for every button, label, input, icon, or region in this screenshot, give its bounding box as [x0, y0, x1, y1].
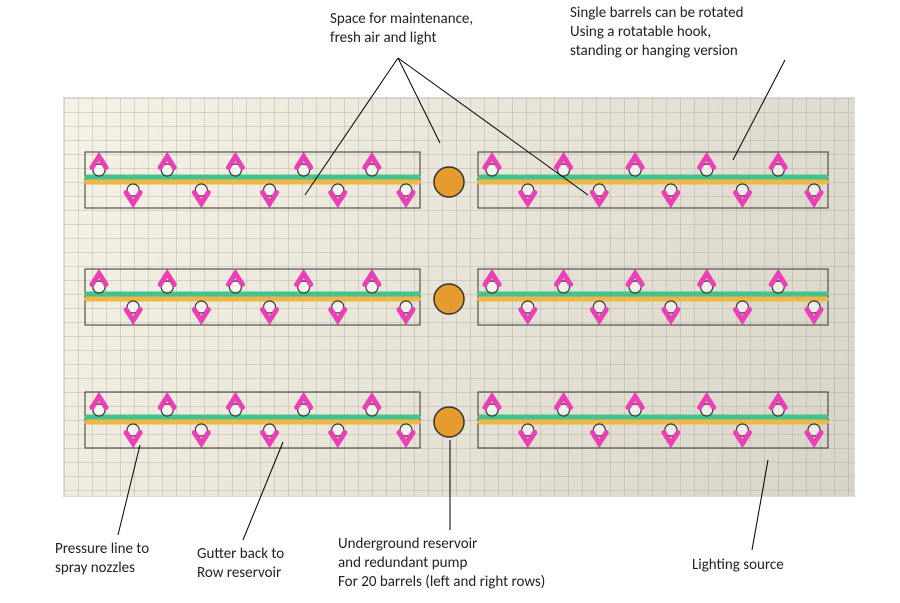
label-pressure-line: Pressure line tospray nozzles	[55, 540, 149, 578]
label-maintenance: Space for maintenance,fresh air and ligh…	[330, 10, 473, 48]
label-lighting: Lighting source	[692, 556, 784, 575]
label-reservoir: Underground reservoirand redundant pumpF…	[338, 535, 545, 591]
label-rotatable: Single barrels can be rotatedUsing a rot…	[570, 4, 743, 60]
label-gutter: Gutter back toRow reservoir	[197, 545, 284, 583]
diagram-background	[63, 97, 855, 497]
